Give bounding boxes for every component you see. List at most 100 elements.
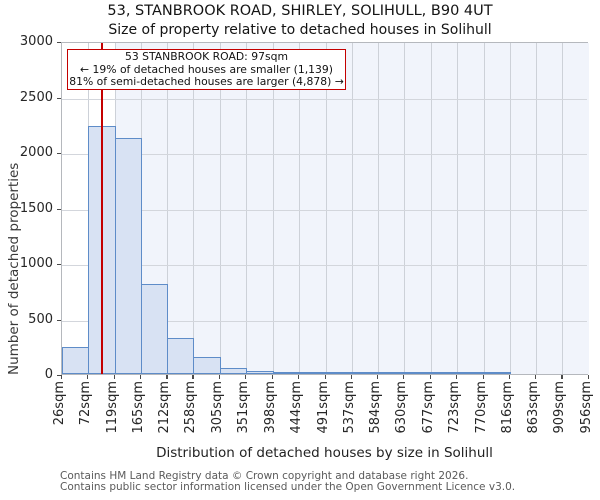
x-gridline	[298, 43, 300, 374]
y-tick-mark	[57, 264, 61, 266]
histogram-bar	[167, 338, 195, 374]
x-tick-mark	[61, 375, 63, 379]
x-tick-mark	[87, 375, 89, 379]
histogram-bar	[62, 346, 90, 374]
x-tick-mark	[166, 375, 168, 379]
x-gridline	[167, 43, 169, 374]
x-tick-label: 863sqm	[526, 381, 542, 434]
x-gridline	[325, 43, 327, 374]
y-gridline	[62, 320, 587, 322]
x-tick-mark	[297, 375, 300, 379]
x-gridline	[246, 43, 248, 374]
histogram-bar	[378, 372, 406, 374]
x-gridline	[193, 43, 195, 374]
x-tick-label: 491sqm	[315, 381, 331, 434]
x-gridline	[430, 43, 432, 374]
y-gridline	[62, 154, 587, 155]
x-tick-label: 351sqm	[236, 381, 252, 434]
y-tick-mark	[57, 153, 61, 155]
x-tick-label: 444sqm	[288, 381, 304, 434]
x-tick-label: 537sqm	[341, 381, 357, 434]
x-tick-label: 956sqm	[579, 381, 594, 434]
histogram-bar	[325, 372, 353, 374]
x-gridline	[562, 43, 564, 374]
x-tick-label: 909sqm	[552, 381, 568, 434]
footer-attribution-line-2: Contains public sector information licen…	[60, 481, 516, 493]
x-gridline	[509, 43, 511, 374]
property-size-marker-line	[101, 43, 104, 374]
chart-subtitle: Size of property relative to detached ho…	[108, 22, 492, 38]
histogram-bar	[114, 137, 142, 374]
x-gridline	[456, 43, 458, 374]
x-tick-label: 398sqm	[262, 381, 278, 434]
x-tick-mark	[192, 375, 194, 379]
x-tick-label: 770sqm	[473, 381, 489, 434]
y-tick-label: 1000	[19, 256, 53, 271]
annotation-line-1: 53 STANBROOK ROAD: 97sqm	[125, 50, 288, 63]
x-tick-mark	[561, 375, 563, 379]
histogram-bar	[483, 372, 511, 374]
x-tick-mark	[245, 375, 247, 379]
x-tick-mark	[271, 375, 273, 379]
plot-area: 53 STANBROOK ROAD: 97sqm ← 19% of detach…	[61, 42, 589, 375]
y-tick-mark	[57, 208, 61, 210]
histogram-bar	[220, 367, 248, 374]
x-tick-mark	[324, 375, 326, 379]
histogram-bar	[193, 357, 222, 374]
y-tick-label: 1500	[19, 200, 53, 216]
y-tick-mark	[57, 42, 61, 44]
y-tick-mark	[57, 375, 61, 377]
x-tick-mark	[588, 375, 590, 379]
histogram-bar	[456, 372, 485, 374]
x-tick-label: 258sqm	[183, 381, 199, 434]
y-tick-label: 2500	[19, 89, 53, 105]
histogram-bar	[298, 372, 327, 374]
x-axis-label: Distribution of detached houses by size …	[156, 445, 493, 461]
histogram-bar	[430, 372, 458, 374]
x-tick-label: 677sqm	[420, 381, 436, 434]
x-tick-label: 816sqm	[499, 381, 515, 434]
histogram-bar	[351, 372, 380, 374]
y-tick-label: 0	[44, 367, 53, 382]
x-tick-mark	[535, 375, 537, 379]
y-gridline	[62, 98, 587, 100]
x-tick-mark	[508, 375, 510, 379]
annotation-line-3: 81% of semi-detached houses are larger (…	[69, 75, 344, 89]
x-tick-mark	[139, 375, 141, 379]
x-gridline	[404, 43, 406, 374]
y-tick-label: 2000	[19, 145, 53, 160]
x-tick-label: 119sqm	[104, 381, 120, 434]
x-tick-label: 584sqm	[368, 381, 384, 434]
y-gridline	[62, 209, 587, 211]
x-tick-label: 305sqm	[210, 381, 226, 434]
x-tick-mark	[482, 375, 484, 379]
annotation-line-2: ← 19% of detached houses are smaller (1,…	[80, 62, 333, 76]
histogram-bar	[272, 372, 300, 374]
y-gridline	[62, 265, 587, 266]
y-tick-mark	[57, 319, 61, 321]
y-tick-label: 3000	[19, 34, 53, 49]
x-tick-mark	[350, 375, 352, 379]
y-tick-label: 500	[28, 311, 53, 327]
x-gridline	[536, 43, 538, 374]
footer-attribution-line-1: Contains HM Land Registry data © Crown c…	[60, 470, 469, 482]
x-tick-mark	[455, 375, 458, 379]
histogram-bar	[140, 283, 169, 374]
x-gridline	[220, 43, 222, 374]
histogram-bar	[404, 372, 432, 374]
x-tick-label: 165sqm	[130, 381, 146, 434]
histogram-bar	[246, 371, 274, 374]
x-tick-mark	[219, 375, 221, 379]
chart-title: 53, STANBROOK ROAD, SHIRLEY, SOLIHULL, B…	[107, 3, 493, 19]
x-gridline	[272, 43, 274, 374]
x-gridline	[483, 43, 485, 374]
x-tick-label: 630sqm	[394, 381, 410, 434]
x-tick-label: 212sqm	[157, 381, 173, 434]
x-gridline	[378, 43, 380, 374]
x-tick-label: 26sqm	[52, 381, 67, 426]
x-tick-mark	[377, 375, 379, 379]
x-tick-mark	[403, 375, 405, 379]
x-gridline	[351, 43, 353, 374]
x-tick-mark	[113, 375, 115, 379]
annotation-box: 53 STANBROOK ROAD: 97sqm ← 19% of detach…	[67, 49, 346, 90]
